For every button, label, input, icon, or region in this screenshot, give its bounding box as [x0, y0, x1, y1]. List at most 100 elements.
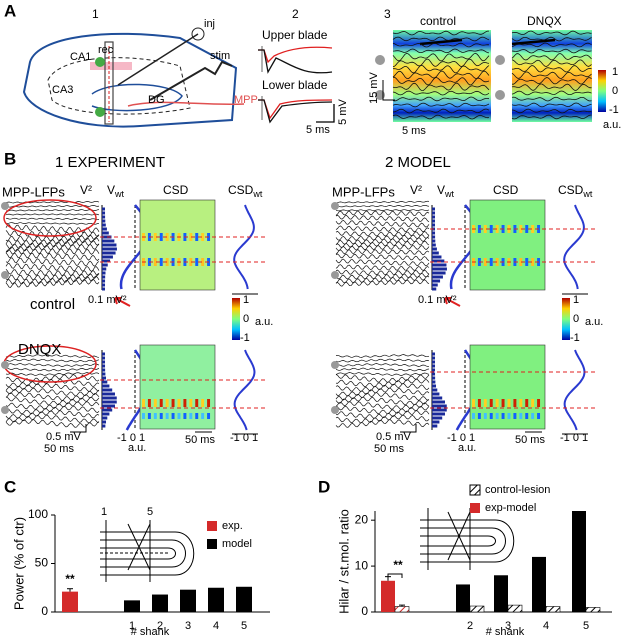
lfp-trace	[5, 419, 100, 428]
trace	[511, 59, 592, 67]
csdwt-curve	[563, 204, 585, 290]
lfp-trace	[335, 253, 430, 261]
csd-band	[501, 399, 505, 407]
region-label: MPP	[234, 94, 258, 106]
lfp-trace	[335, 387, 430, 397]
histogram-bar	[432, 251, 439, 255]
lfp-trace	[5, 257, 100, 267]
histogram-bar	[102, 404, 115, 408]
csd-band	[165, 258, 169, 266]
panel-label: A	[4, 1, 16, 20]
label: 50 ms	[44, 443, 74, 455]
lfp-trace	[335, 354, 430, 358]
csd-band	[142, 413, 145, 419]
lfp-trace	[335, 258, 430, 267]
csd-band	[165, 399, 169, 407]
csd-band	[171, 413, 175, 419]
lfp-trace	[335, 378, 430, 388]
label-main: V	[107, 183, 115, 197]
label: 2 MODEL	[385, 154, 451, 171]
lfp-trace	[335, 219, 430, 228]
histogram-bar	[102, 247, 117, 251]
label: a.u.	[255, 316, 273, 328]
csd-band	[159, 258, 163, 266]
trace	[392, 82, 490, 92]
histogram-bar	[432, 215, 436, 219]
inset-label: 5	[147, 506, 153, 518]
label: 50 ms	[515, 434, 545, 446]
csd-band	[165, 413, 169, 419]
label: Vwt	[107, 183, 125, 199]
csd-band	[507, 399, 511, 407]
panel-label: D	[318, 477, 330, 496]
trace	[392, 108, 490, 114]
csd-band	[519, 399, 523, 407]
label: 50 ms	[374, 443, 404, 455]
y-tick-label: 10	[355, 558, 369, 572]
bar	[469, 605, 485, 613]
histogram-bar	[432, 372, 436, 376]
csd-band	[537, 413, 541, 419]
neuron-icon	[331, 271, 339, 279]
csd-band	[177, 413, 181, 419]
trace	[511, 42, 592, 48]
y-tick-label: 0	[361, 604, 368, 618]
csd-band	[201, 233, 205, 241]
histogram-bar	[432, 271, 446, 275]
label: CSD	[493, 183, 519, 197]
histogram-bar	[432, 267, 447, 271]
trace	[511, 65, 592, 73]
bar	[381, 580, 395, 612]
csd-band	[477, 413, 481, 419]
lfp-trace	[335, 236, 430, 245]
histogram-bar	[432, 380, 436, 384]
legend-swatch	[469, 484, 481, 496]
scale-label: 5 mV	[337, 99, 349, 125]
trace	[511, 83, 592, 91]
colorbar	[232, 298, 240, 340]
lfp-trace	[5, 262, 100, 272]
lfp-trace	[335, 225, 430, 233]
csd-band	[159, 233, 163, 241]
histogram-bar	[432, 352, 435, 356]
significance-bracket	[387, 573, 403, 578]
label: MPP-LFPs	[2, 184, 65, 199]
csd-band	[525, 258, 529, 266]
condition-label: DNQX	[527, 14, 562, 28]
lfp-trace	[5, 387, 100, 397]
label-main: CSD	[228, 183, 254, 197]
histogram-bar	[432, 388, 438, 392]
csd-band	[177, 399, 181, 407]
trace	[511, 90, 592, 96]
lfp-trace	[335, 204, 430, 208]
histogram-bar	[102, 408, 113, 412]
neuron-icon	[495, 55, 505, 65]
csd-band	[519, 258, 523, 266]
lfp-trace	[335, 358, 430, 363]
histogram-bar	[432, 219, 436, 223]
lfp-trace	[5, 414, 100, 424]
histogram-bar	[102, 360, 106, 364]
csd-band	[531, 225, 535, 233]
label-sub: wt	[582, 189, 592, 199]
bar	[152, 594, 168, 612]
lfp-trace	[335, 275, 430, 284]
csd-band	[207, 399, 211, 407]
lfp-trace	[5, 410, 100, 419]
lfp-trace	[335, 414, 430, 424]
csd-band	[201, 413, 205, 419]
trace	[392, 58, 490, 68]
csd-band	[513, 413, 517, 419]
csd-band	[195, 413, 199, 419]
histogram-bar	[432, 420, 440, 424]
colorbar-label: -1	[609, 104, 619, 116]
trace	[511, 48, 592, 54]
trace	[511, 102, 592, 108]
inset-drawing	[100, 520, 195, 582]
csd-band	[495, 413, 499, 419]
histogram-bar	[102, 271, 106, 275]
csd-band	[489, 413, 493, 419]
lfp-trace	[335, 249, 430, 256]
histogram-bar	[432, 287, 437, 291]
label: -1	[570, 332, 580, 344]
